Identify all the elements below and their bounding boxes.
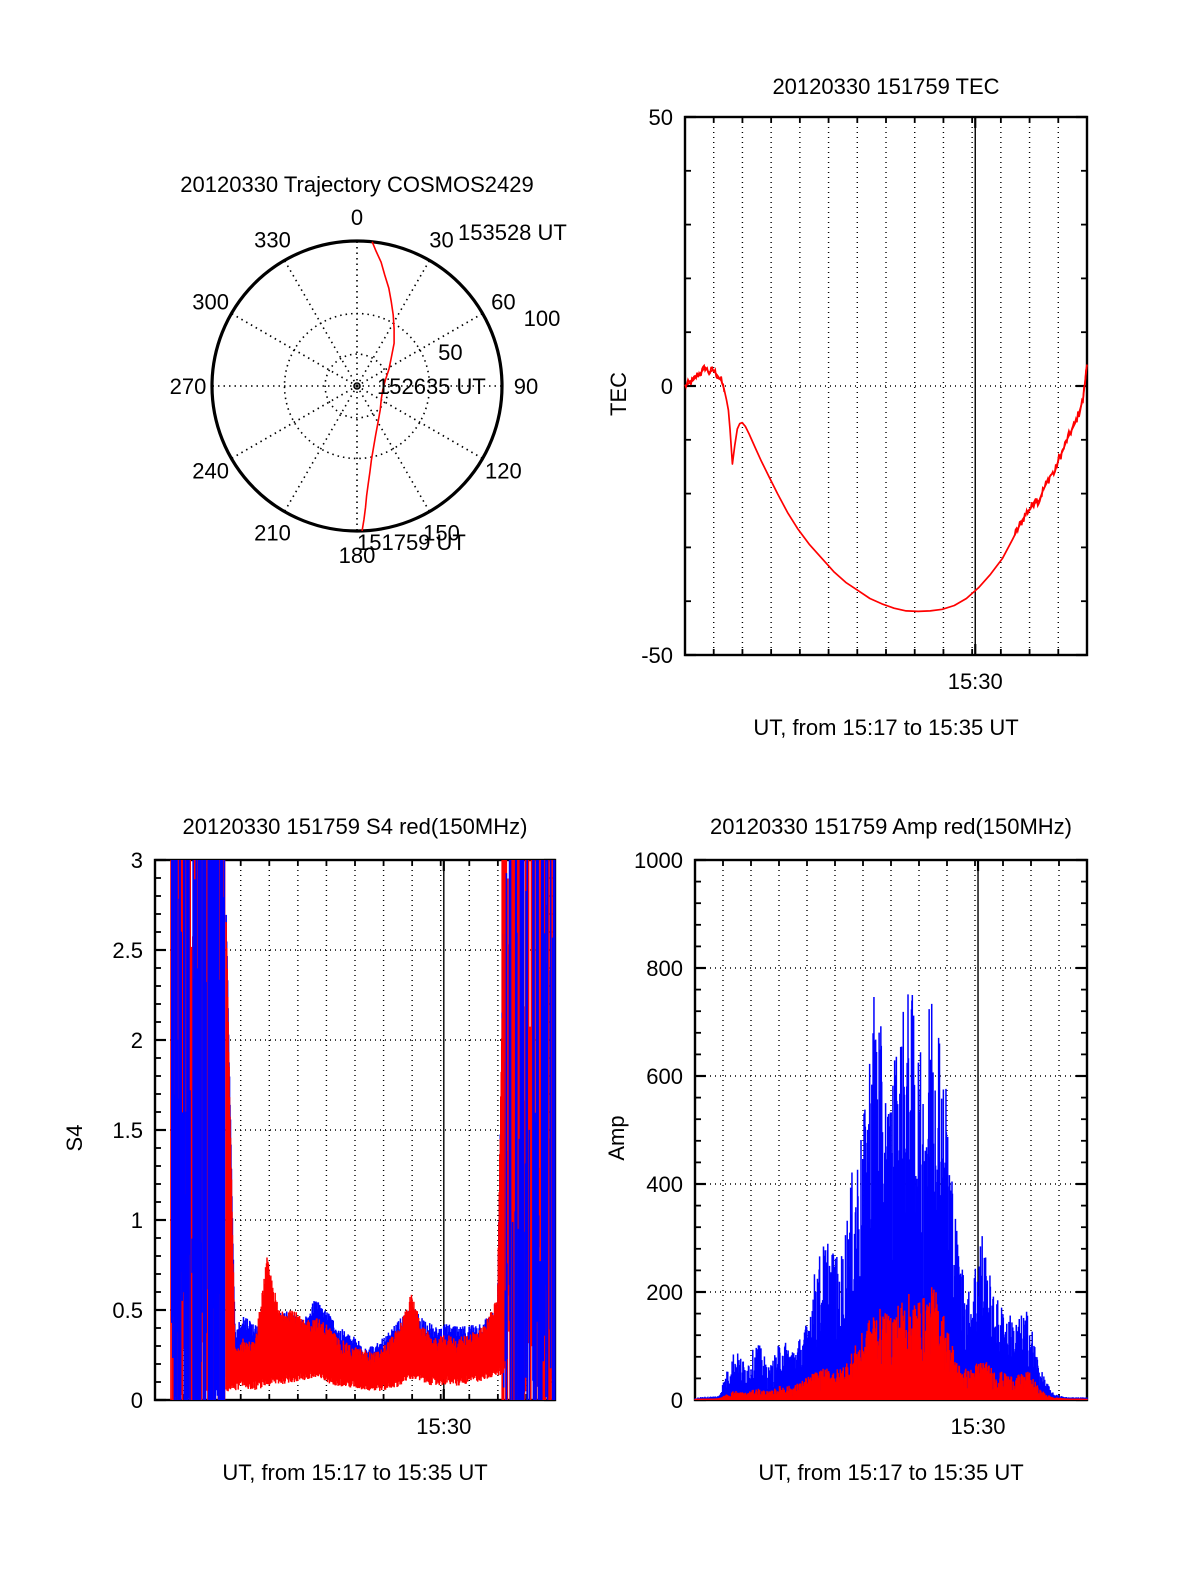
svg-text:1.5: 1.5 bbox=[112, 1118, 143, 1143]
svg-text:S4: S4 bbox=[62, 1125, 87, 1152]
svg-text:TEC: TEC bbox=[606, 372, 631, 416]
svg-text:20120330 Trajectory COSMOS2429: 20120330 Trajectory COSMOS2429 bbox=[180, 172, 533, 197]
svg-text:300: 300 bbox=[192, 290, 229, 315]
s4-plot: 20120330 151759 S4 red(150MHz) 0 0.5 1 1.5 2 2… bbox=[62, 814, 557, 1485]
svg-text:20120330 151759 Amp red(150MHz: 20120330 151759 Amp red(150MHz) bbox=[710, 814, 1072, 839]
svg-text:2.5: 2.5 bbox=[112, 938, 143, 963]
trajectory-panel: 20120330 Trajectory COSMOS2429 0 30 60 90 120… bbox=[120, 150, 640, 600]
svg-text:UT, from 15:17 to 15:35 UT: UT, from 15:17 to 15:35 UT bbox=[758, 1460, 1023, 1485]
svg-text:1000: 1000 bbox=[634, 848, 683, 873]
svg-text:240: 240 bbox=[192, 459, 229, 484]
svg-text:0: 0 bbox=[351, 205, 363, 230]
tec-plot: 20120330 151759 TEC -50 0 50 15:30 TEC UT, fro… bbox=[606, 74, 1089, 740]
svg-text:600: 600 bbox=[646, 1064, 683, 1089]
svg-text:151759 UT: 151759 UT bbox=[357, 530, 466, 555]
svg-text:0: 0 bbox=[671, 1388, 683, 1413]
svg-text:150: 150 bbox=[423, 520, 460, 545]
svg-text:60: 60 bbox=[491, 290, 515, 315]
svg-text:200: 200 bbox=[646, 1280, 683, 1305]
svg-text:152635 UT: 152635 UT bbox=[377, 374, 486, 399]
svg-text:3: 3 bbox=[131, 848, 143, 873]
svg-text:UT, from 15:17 to 15:35 UT: UT, from 15:17 to 15:35 UT bbox=[222, 1460, 487, 1485]
s4-panel: 20120330 151759 S4 red(150MHz) 0 0.5 1 1.5 2 2… bbox=[40, 810, 600, 1485]
svg-text:100: 100 bbox=[524, 306, 561, 331]
svg-text:2: 2 bbox=[131, 1028, 143, 1053]
svg-text:30: 30 bbox=[429, 228, 453, 253]
svg-text:1: 1 bbox=[131, 1208, 143, 1233]
svg-text:Amp: Amp bbox=[604, 1115, 629, 1160]
svg-text:50: 50 bbox=[438, 340, 462, 365]
svg-text:120: 120 bbox=[485, 459, 522, 484]
svg-text:800: 800 bbox=[646, 956, 683, 981]
svg-text:15:30: 15:30 bbox=[948, 669, 1003, 694]
svg-text:15:30: 15:30 bbox=[950, 1414, 1005, 1439]
svg-text:90: 90 bbox=[514, 374, 538, 399]
svg-text:0: 0 bbox=[661, 374, 673, 399]
svg-text:210: 210 bbox=[254, 520, 291, 545]
svg-text:50: 50 bbox=[649, 105, 673, 130]
svg-text:180: 180 bbox=[339, 543, 376, 568]
svg-text:20120330 151759 S4 red(150MHz): 20120330 151759 S4 red(150MHz) bbox=[183, 814, 528, 839]
svg-text:400: 400 bbox=[646, 1172, 683, 1197]
svg-text:-50: -50 bbox=[641, 643, 673, 668]
svg-text:270: 270 bbox=[170, 374, 207, 399]
amp-plot: 20120330 151759 Amp red(150MHz) 0 200 400 60… bbox=[604, 814, 1089, 1485]
svg-text:0.5: 0.5 bbox=[112, 1298, 143, 1323]
svg-text:15:30: 15:30 bbox=[416, 1414, 471, 1439]
svg-text:153528 UT: 153528 UT bbox=[458, 220, 567, 245]
svg-text:0: 0 bbox=[131, 1388, 143, 1413]
svg-text:20120330 151759 TEC: 20120330 151759 TEC bbox=[772, 74, 999, 99]
svg-text:330: 330 bbox=[254, 228, 291, 253]
amp-panel: 20120330 151759 Amp red(150MHz) 0 200 400 60… bbox=[600, 810, 1160, 1485]
tec-panel: 20120330 151759 TEC -50 0 50 15:30 TEC UT, fro… bbox=[600, 70, 1160, 740]
trajectory-plot: 20120330 Trajectory COSMOS2429 0 30 60 90 120… bbox=[170, 172, 567, 568]
svg-text:UT, from 15:17 to 15:35 UT: UT, from 15:17 to 15:35 UT bbox=[753, 715, 1018, 740]
